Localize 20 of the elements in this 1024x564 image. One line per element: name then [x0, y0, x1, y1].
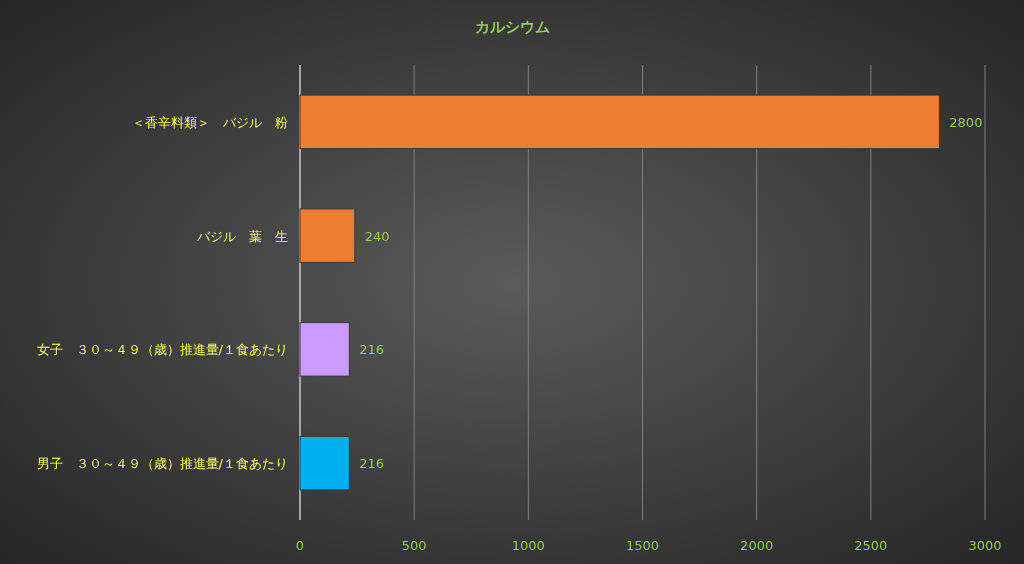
chart-title: カルシウム — [474, 18, 550, 36]
bar — [299, 208, 356, 263]
x-tick-label: 3000 — [968, 538, 1002, 553]
data-label: 2800 — [949, 114, 983, 130]
data-label: 240 — [364, 228, 390, 244]
x-tick-label: 500 — [401, 538, 427, 553]
x-tick-label: 1500 — [625, 538, 660, 553]
data-label: 216 — [359, 456, 385, 472]
x-tick-label: 2500 — [854, 538, 888, 553]
y-tick-label: バジル 葉 生 — [196, 228, 288, 244]
bar — [299, 94, 940, 150]
y-tick-label: ＜香辛料類＞ バジル 粉 — [132, 114, 288, 130]
data-label: 216 — [359, 342, 385, 358]
y-tick-label: 男子 ３０～４９（歳）推進量/１食あたり — [36, 456, 288, 472]
x-tick-label: 0 — [295, 538, 305, 553]
x-tick-label: 2000 — [740, 538, 774, 553]
bar — [299, 322, 350, 377]
y-tick-label: 女子 ３０～４９（歳）推進量/１食あたり — [36, 342, 288, 358]
x-tick-label: 1000 — [511, 538, 545, 553]
bar — [299, 435, 350, 491]
